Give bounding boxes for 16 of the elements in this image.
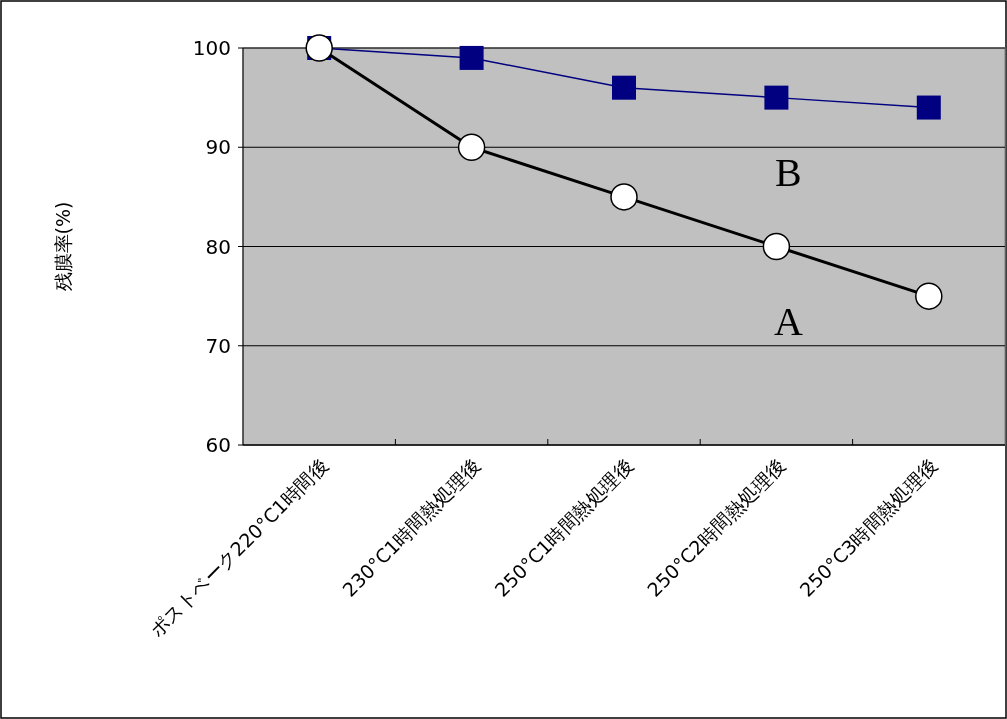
point [762,232,791,261]
y-tick-label: 70 [205,333,231,358]
series-label: A [773,298,803,344]
y-tick-label: 90 [205,135,231,160]
point [612,75,636,100]
point [915,282,943,310]
point [916,95,941,120]
point [457,133,486,161]
y-axis-title: 残膜率(%) [52,201,74,292]
point [459,45,484,70]
series-label: B [775,149,802,195]
point [610,183,638,211]
point [764,85,789,110]
y-tick-label: 60 [205,433,231,457]
y-tick-label: 100 [192,36,231,60]
y-tick-label: 80 [205,234,231,259]
